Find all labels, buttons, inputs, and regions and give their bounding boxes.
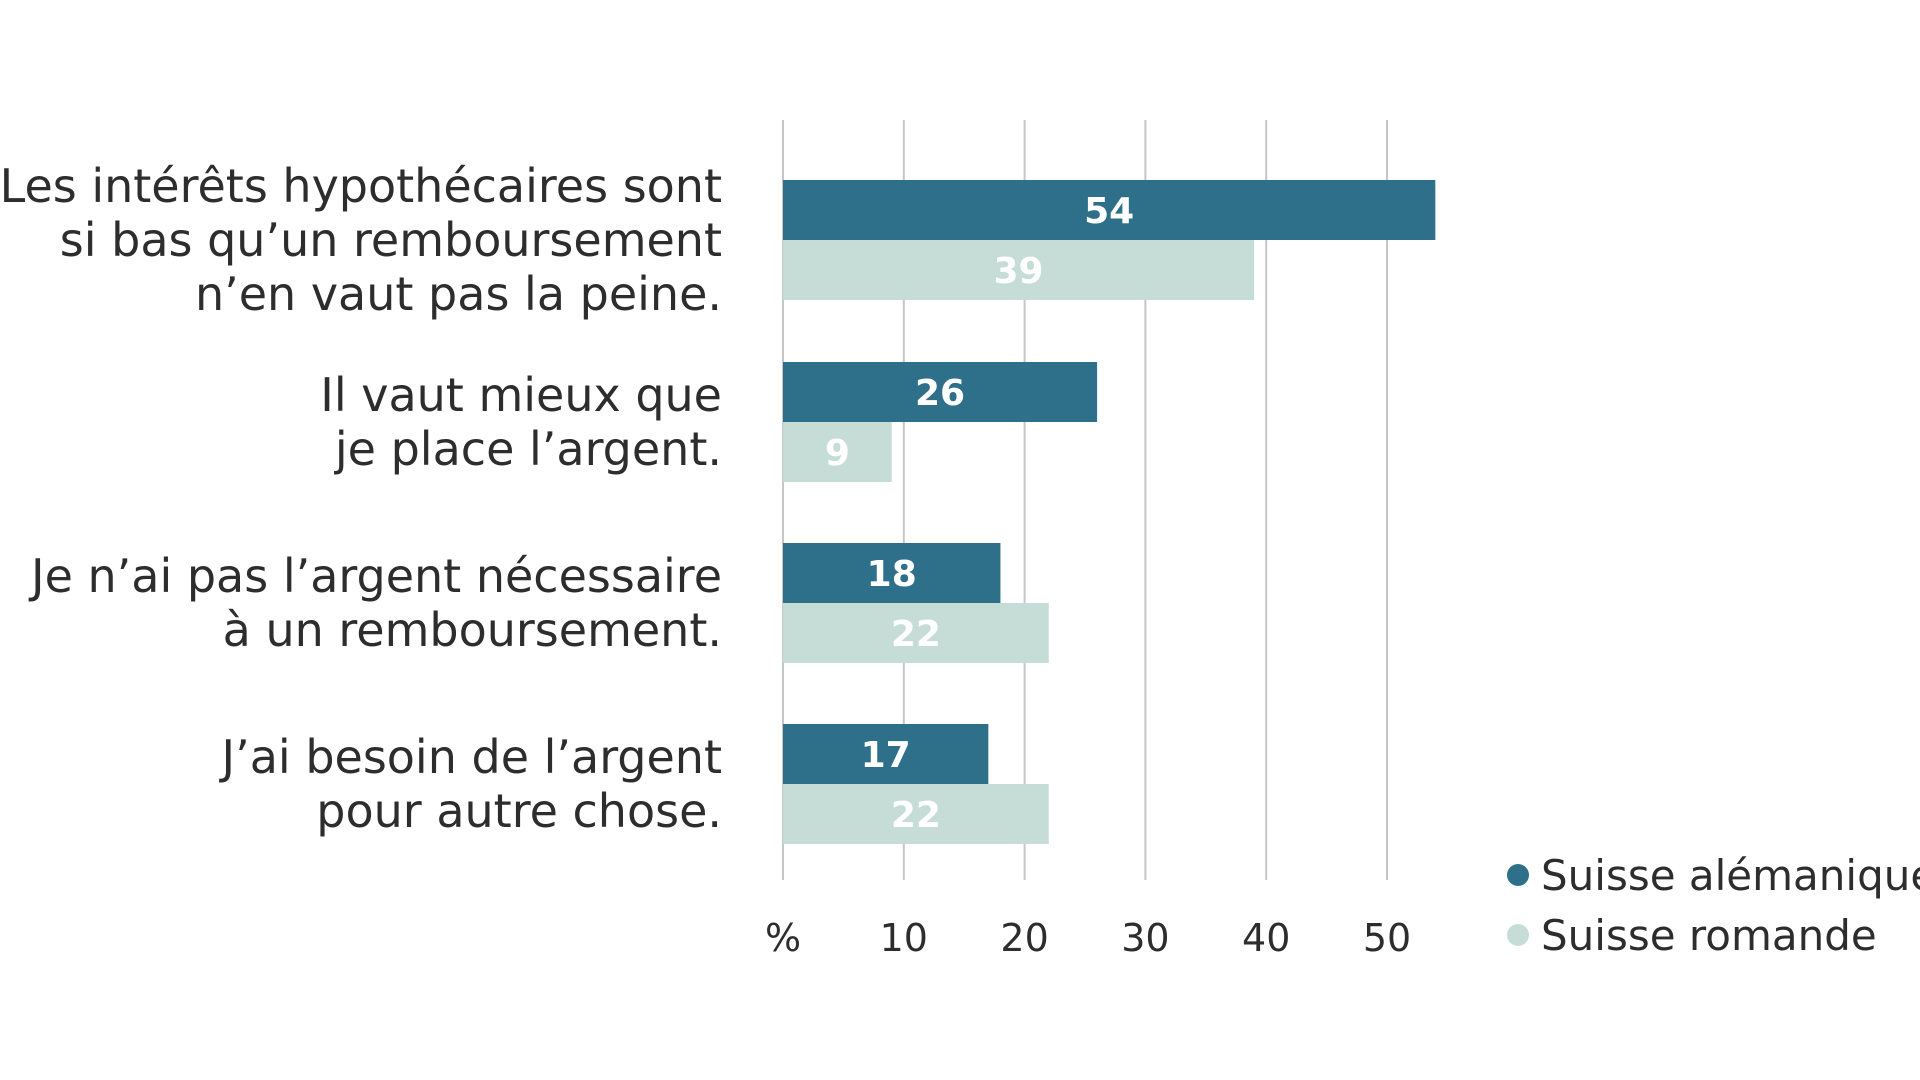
bar-value-label: 17	[861, 735, 911, 776]
category-label: si bas qu’un remboursement	[60, 213, 722, 267]
bars: 54 39 26 9 18 22 17 22	[783, 180, 1436, 844]
x-tick-label: 50	[1363, 916, 1411, 960]
bar-value-label: 22	[891, 795, 941, 836]
bar-alemanique-3	[783, 724, 989, 784]
x-tick-label: 10	[880, 916, 928, 960]
bar-value-label: 22	[891, 614, 941, 655]
legend: Suisse alémanique Suisse romande	[1507, 851, 1920, 960]
legend-swatch-romande	[1507, 924, 1529, 946]
bar-value-label: 18	[867, 554, 917, 595]
x-tick-label: 20	[1000, 916, 1048, 960]
bar-value-label: 26	[915, 373, 965, 414]
legend-swatch-alemanique	[1507, 864, 1529, 886]
bar-romande-3	[783, 784, 1049, 844]
bar-romande-0	[783, 240, 1255, 300]
category-label: je place l’argent.	[334, 422, 722, 476]
bar-value-label: 9	[825, 433, 850, 474]
legend-label: Suisse romande	[1541, 911, 1877, 960]
bar-value-label: 54	[1084, 191, 1134, 232]
category-label: n’en vaut pas la peine.	[195, 267, 722, 321]
category-label: pour autre chose.	[316, 784, 722, 838]
x-tick-label: 40	[1242, 916, 1290, 960]
category-label: Il vaut mieux que	[320, 368, 722, 422]
bar-alemanique-0	[783, 180, 1436, 240]
category-label: Les intérêts hypothécaires sont	[0, 159, 722, 213]
category-label: J’ai besoin de l’argent	[219, 730, 722, 784]
x-axis-ticks: % 10 20 30 40 50	[765, 916, 1411, 960]
bar-romande-2	[783, 603, 1049, 663]
bar-alemanique-2	[783, 543, 1001, 603]
bar-alemanique-1	[783, 362, 1098, 422]
x-tick-label: %	[765, 916, 801, 960]
x-tick-label: 30	[1121, 916, 1169, 960]
category-label: à un remboursement.	[223, 603, 722, 657]
category-label: Je n’ai pas l’argent nécessaire	[28, 549, 722, 603]
legend-label: Suisse alémanique	[1541, 851, 1920, 900]
bar-value-label: 39	[994, 251, 1044, 292]
bar-romande-1	[783, 422, 892, 482]
